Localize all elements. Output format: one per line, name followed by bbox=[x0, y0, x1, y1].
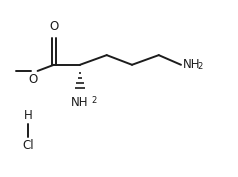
Text: 2: 2 bbox=[197, 62, 202, 71]
Text: NH: NH bbox=[182, 58, 200, 71]
Text: Cl: Cl bbox=[22, 139, 34, 152]
Text: O: O bbox=[29, 73, 38, 86]
Text: H: H bbox=[24, 109, 32, 122]
Text: O: O bbox=[49, 20, 59, 33]
Text: NH: NH bbox=[71, 96, 89, 109]
Text: 2: 2 bbox=[91, 96, 97, 105]
